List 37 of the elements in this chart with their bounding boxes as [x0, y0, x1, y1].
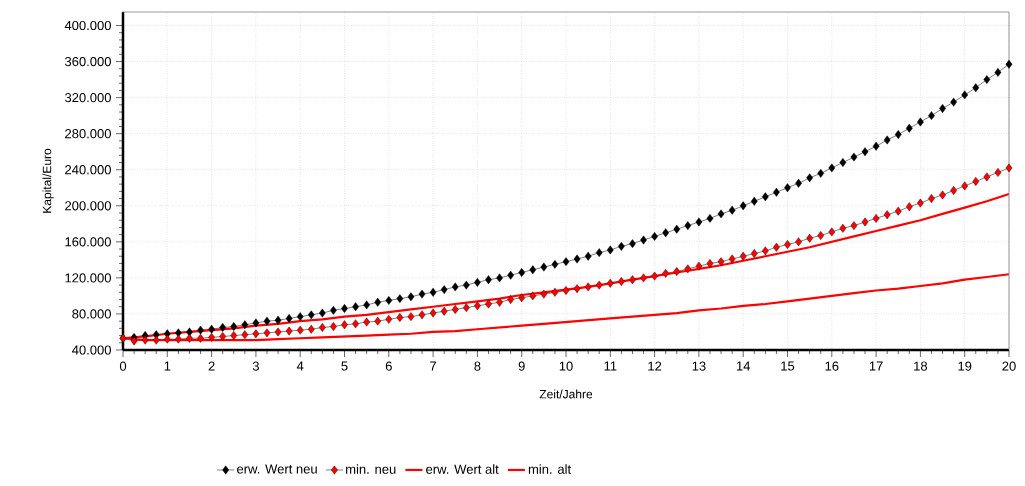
x-tick-label: 8: [474, 361, 481, 371]
y-tick-label: 80.000: [72, 309, 111, 319]
legend-label: min. neu: [346, 464, 396, 474]
x-tick-label: 1: [164, 361, 171, 371]
x-tick-label: 14: [736, 361, 751, 371]
y-tick-label: 40.000: [72, 345, 111, 355]
x-tick-label: 15: [781, 361, 795, 371]
x-tick-label: 7: [430, 361, 437, 371]
x-tick-label: 13: [692, 361, 706, 371]
y-tick-label: 320.000: [64, 93, 111, 103]
legend-label: erw. Wert alt: [426, 464, 499, 474]
x-tick-label: 6: [385, 361, 392, 371]
y-tick-label: 160.000: [65, 237, 111, 247]
legend-label: min. alt: [528, 464, 572, 474]
x-tick-label: 4: [296, 361, 304, 371]
x-tick-label: 2: [208, 361, 215, 371]
y-axis-title: Kapital/Euro: [42, 148, 54, 213]
y-tick-label: 400.000: [64, 20, 111, 31]
x-tick-label: 20: [1002, 361, 1016, 371]
x-tick-label: 11: [604, 361, 617, 371]
x-tick-label: 0: [119, 361, 127, 371]
x-tick-label: 16: [825, 361, 839, 371]
x-tick-label: 18: [914, 361, 928, 371]
x-tick-label: 9: [518, 361, 525, 371]
y-tick-label: 200.000: [65, 201, 111, 211]
x-tick-label: 10: [559, 361, 573, 371]
legend-label: erw. Wert neu: [237, 464, 317, 474]
y-tick-label: 280.000: [65, 129, 111, 139]
x-tick-label: 5: [341, 361, 348, 371]
x-axis-title: Zeit/Jahre: [539, 389, 593, 399]
y-tick-label: 120.000: [65, 273, 111, 283]
x-tick-label: 17: [869, 361, 883, 371]
x-tick-label: 19: [958, 361, 972, 371]
y-tick-label: 240.000: [65, 165, 111, 175]
y-tick-label: 360.000: [64, 56, 111, 67]
x-tick-label: 12: [648, 361, 662, 371]
x-tick-label: 3: [252, 361, 259, 371]
